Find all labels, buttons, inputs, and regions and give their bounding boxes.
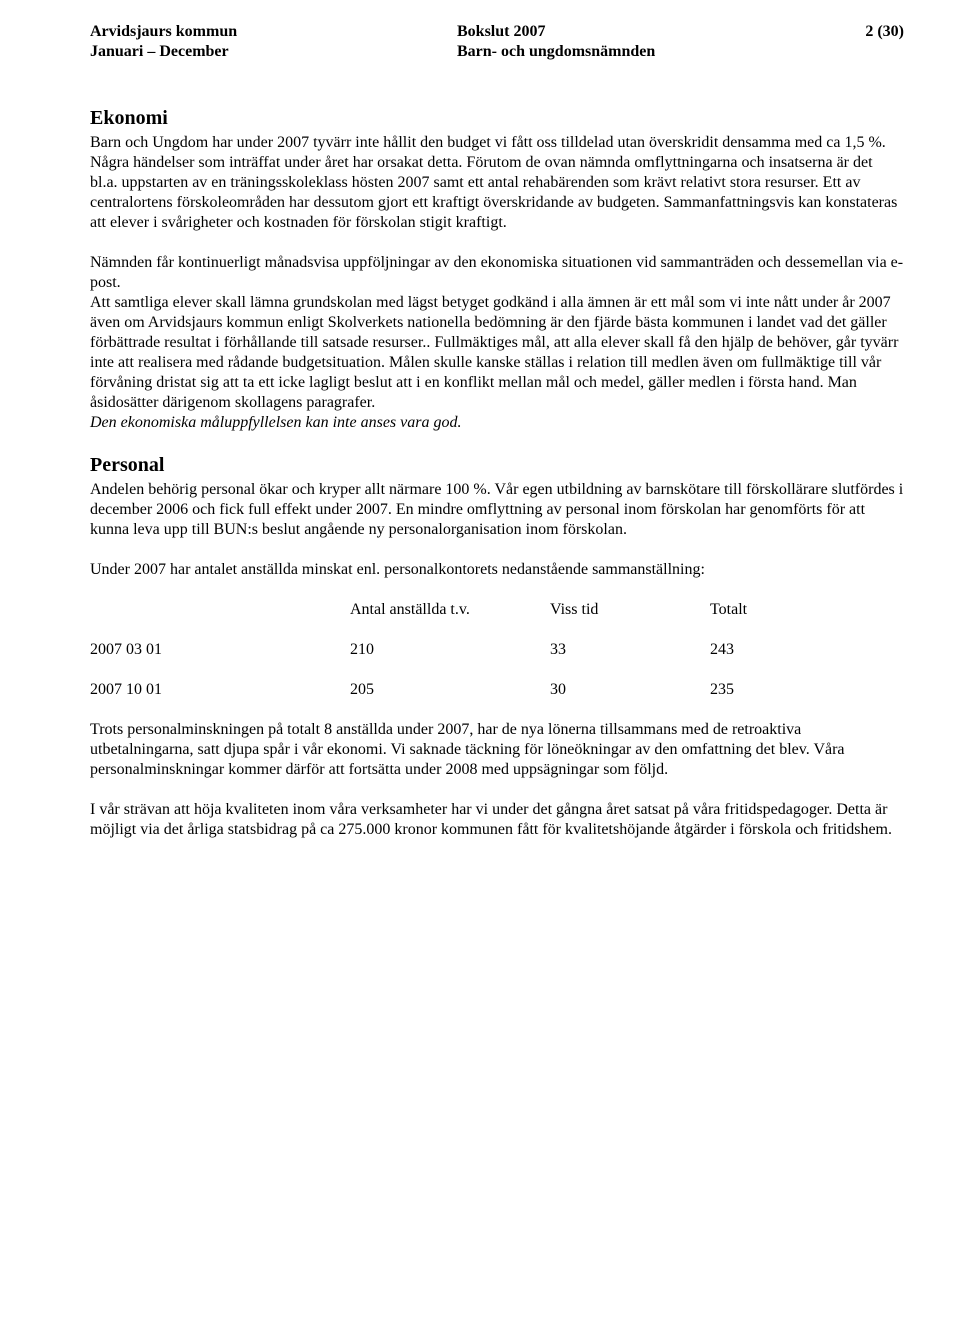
table-header-row: Antal anställda t.v. Viss tid Totalt [90,600,904,620]
header-row-2: Januari – December Barn- och ungdomsnämn… [90,42,904,62]
heading-ekonomi: Ekonomi [90,106,904,131]
header-right-empty [824,42,904,62]
table-row: 2007 03 01 210 33 243 [90,640,904,660]
staff-table: Antal anställda t.v. Viss tid Totalt 200… [90,600,904,700]
row-a: 205 [350,680,550,700]
personal-p2: Under 2007 har antalet anställda minskat… [90,560,904,580]
ekonomi-p2: Nämnden får kontinuerligt månadsvisa upp… [90,253,904,413]
header-committee: Barn- och ungdomsnämnden [457,42,824,62]
spacer [90,62,904,106]
header-period: Januari – December [90,42,457,62]
ekonomi-p1: Barn och Ungdom har under 2007 tyvärr in… [90,133,904,233]
header-doc-title: Bokslut 2007 [457,22,824,42]
ekonomi-p3-italic: Den ekonomiska måluppfyllelsen kan inte … [90,413,904,433]
personal-p1: Andelen behörig personal ökar och kryper… [90,480,904,540]
page: Arvidsjaurs kommun Bokslut 2007 2 (30) J… [0,0,960,1342]
table-header-c: Totalt [710,600,810,620]
row-c: 243 [710,640,810,660]
heading-personal: Personal [90,453,904,478]
header-org: Arvidsjaurs kommun [90,22,457,42]
table-header-empty [90,600,350,620]
row-c: 235 [710,680,810,700]
row-b: 30 [550,680,710,700]
personal-p3: Trots personalminskningen på totalt 8 an… [90,720,904,780]
personal-p4: I vår strävan att höja kvaliteten inom v… [90,800,904,840]
table-row: 2007 10 01 205 30 235 [90,680,904,700]
row-a: 210 [350,640,550,660]
row-label: 2007 03 01 [90,640,350,660]
table-header-b: Viss tid [550,600,710,620]
header-row-1: Arvidsjaurs kommun Bokslut 2007 2 (30) [90,22,904,42]
header-page-no: 2 (30) [824,22,904,42]
table-header-a: Antal anställda t.v. [350,600,550,620]
row-label: 2007 10 01 [90,680,350,700]
row-b: 33 [550,640,710,660]
